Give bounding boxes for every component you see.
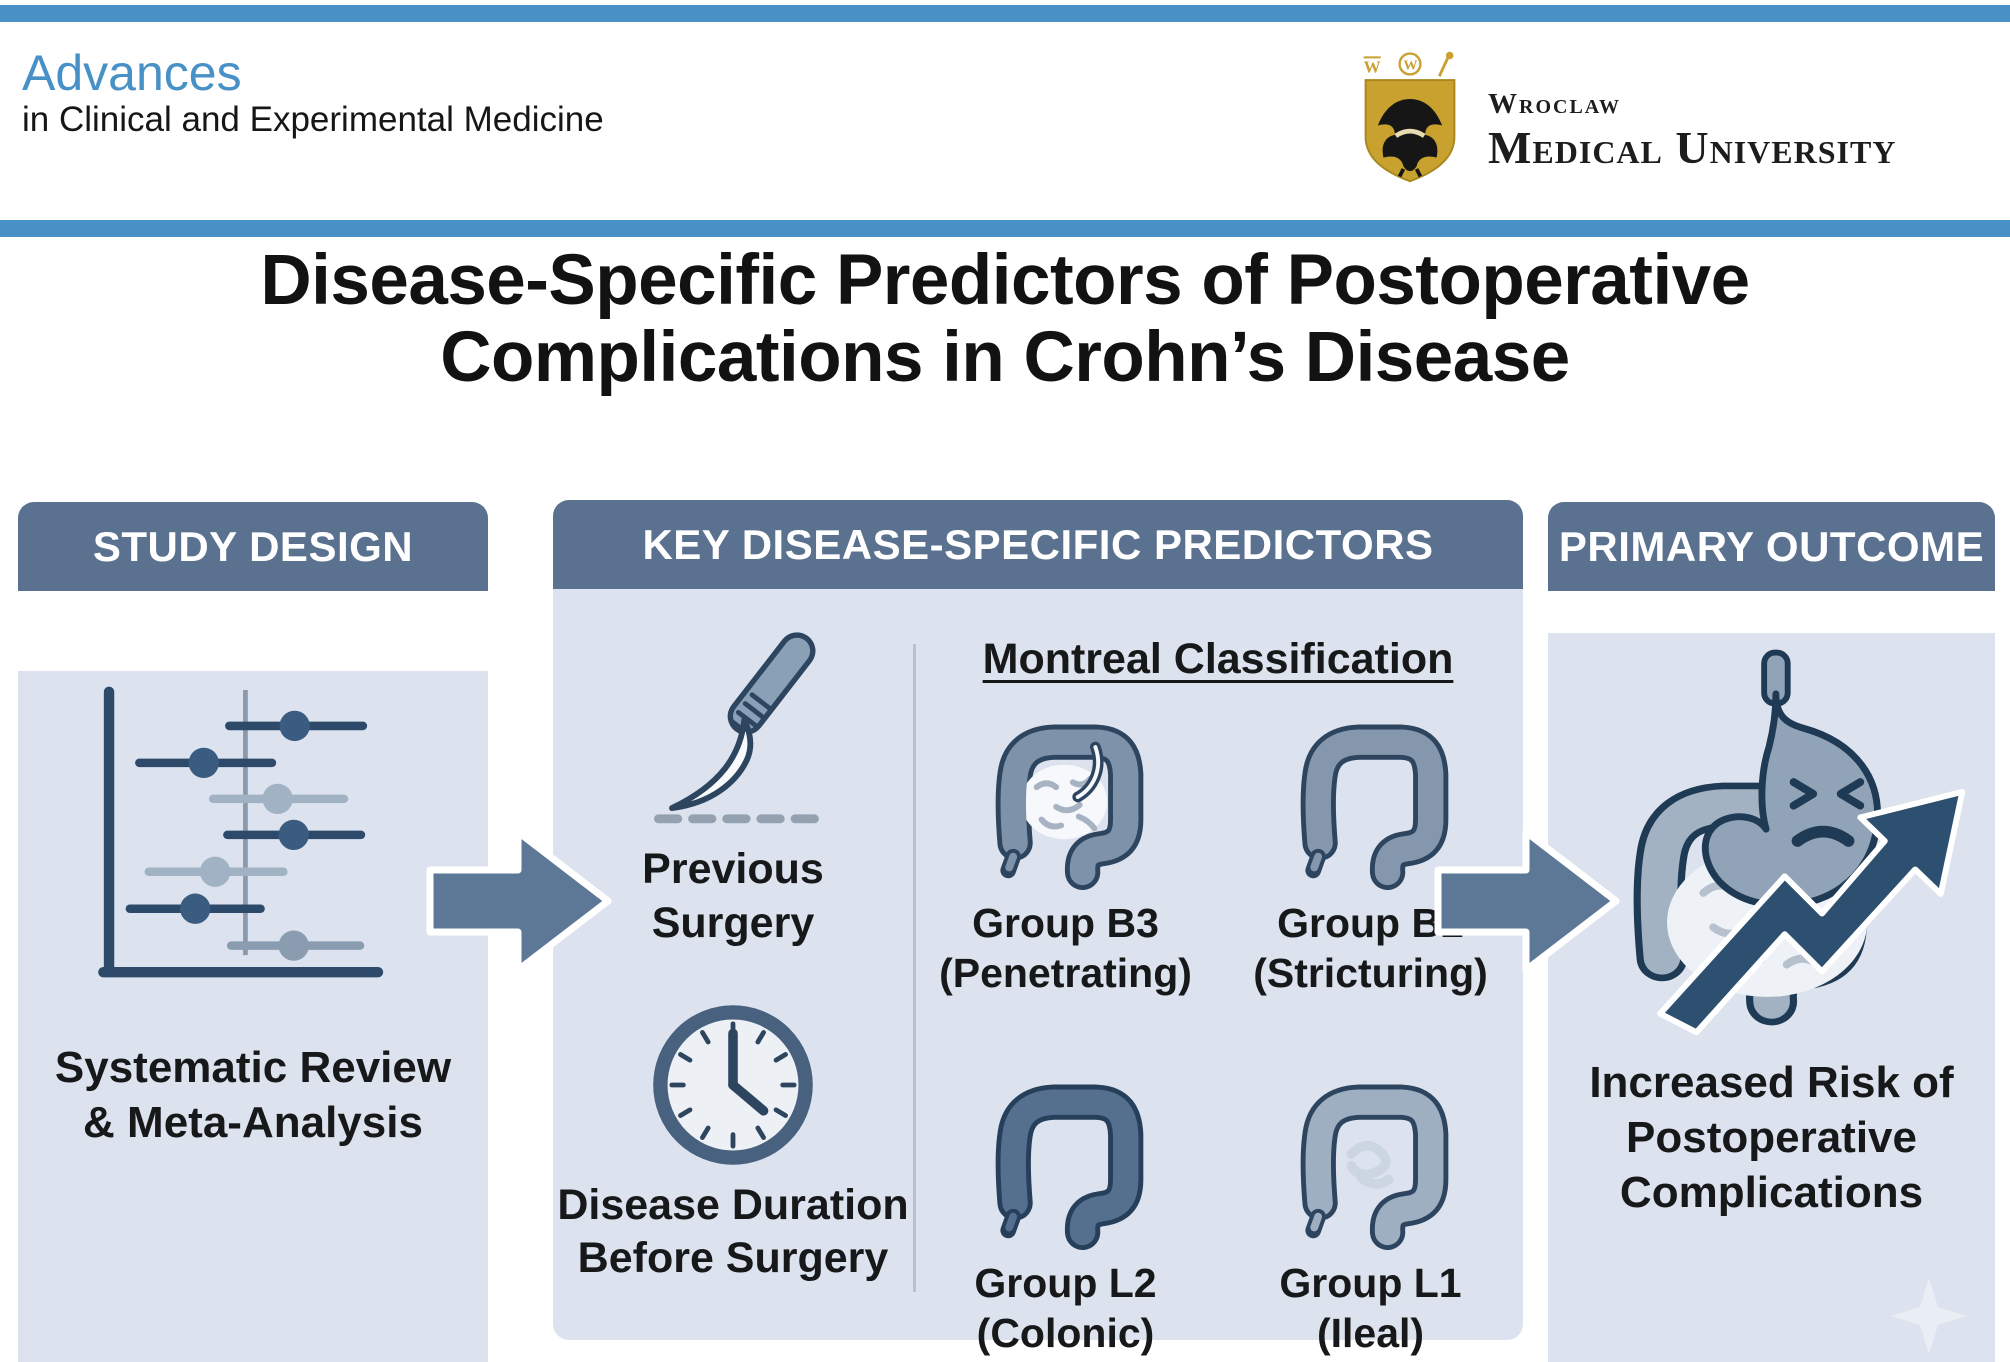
colon-b2-stricturing-icon xyxy=(1300,724,1448,890)
forest-plot-icon xyxy=(98,686,384,978)
group-l1-label: Group L1 (Ileal) xyxy=(1279,1258,1461,1358)
primary-outcome-header: PRIMARY OUTCOME xyxy=(1548,502,1995,591)
disease-duration-label: Disease Duration Before Surgery xyxy=(553,1179,913,1287)
group-b3-name: Group B3 xyxy=(972,900,1159,946)
previous-surgery-line-1: Previous xyxy=(642,845,824,893)
colon-b3-penetrating-icon xyxy=(995,724,1143,890)
group-b2-label: Group B2 (Stricturing) xyxy=(1253,898,1488,998)
study-design-panel: STUDY DESIGN xyxy=(18,502,488,1362)
colon-l2-colonic-icon xyxy=(995,1084,1143,1251)
group-b3-label: Group B3 (Penetrating) xyxy=(939,898,1192,998)
column-divider xyxy=(913,644,916,1292)
divider-accent-bar xyxy=(0,220,2010,237)
study-design-caption: Systematic Review & Meta-Analysis xyxy=(18,1041,488,1150)
predictors-body: Previous Surgery xyxy=(553,589,1523,1356)
gi-tract-risk-icon xyxy=(1633,649,1965,1036)
primary-outcome-panel: PRIMARY OUTCOME xyxy=(1548,502,1995,1362)
svg-text:W: W xyxy=(1364,58,1381,77)
group-l1-cell: Group L1 (Ileal) xyxy=(1218,1044,1523,1358)
group-l1-name: Group L1 xyxy=(1279,1260,1462,1307)
page-title-line-2: Complications in Crohn’s Disease xyxy=(440,317,1570,397)
group-l2-name: Group L2 xyxy=(974,1260,1157,1307)
previous-surgery-line-2: Surgery xyxy=(651,898,815,947)
colon-l1-ileal-icon xyxy=(1300,1084,1448,1251)
top-accent-bar xyxy=(0,5,2010,22)
page-title-line-1: Disease-Specific Predictors of Postopera… xyxy=(260,241,1750,320)
outcome-caption-line-1: Increased Risk of xyxy=(1589,1058,1954,1107)
disease-duration-line-1: Disease Duration xyxy=(557,1180,909,1229)
journal-name: Advances xyxy=(22,45,242,101)
university-crest-icon: W W xyxy=(1363,51,1456,183)
page-title: Disease-Specific Predictors of Postopera… xyxy=(0,241,2010,397)
group-l1-subtype: (Ileal) xyxy=(1316,1310,1425,1357)
predictors-header: KEY DISEASE-SPECIFIC PREDICTORS xyxy=(553,500,1523,589)
university-logo: W W Wroclaw Medical University xyxy=(1358,48,1896,184)
outcome-caption-line-2: Postoperative xyxy=(1626,1113,1917,1162)
university-name: Medical University xyxy=(1488,122,1897,173)
group-l2-subtype: (Colonic) xyxy=(976,1310,1155,1357)
flow-arrow-icon xyxy=(426,828,612,974)
flow-arrow-icon xyxy=(1434,828,1620,974)
outcome-caption-line-3: Complications xyxy=(1619,1168,1924,1217)
group-l2-label: Group L2 (Colonic) xyxy=(974,1258,1156,1358)
group-b2-subtype: (Stricturing) xyxy=(1253,950,1488,997)
svg-text:W: W xyxy=(1403,58,1417,74)
study-caption-line-1: Systematic Review xyxy=(54,1043,452,1092)
predictors-panel: KEY DISEASE-SPECIFIC PREDICTORS P xyxy=(553,500,1523,1356)
group-b2-cell: Group B2 (Stricturing) xyxy=(1218,684,1523,998)
primary-outcome-caption: Increased Risk of Postoperative Complica… xyxy=(1548,1055,1995,1220)
journal-subtitle: in Clinical and Experimental Medicine xyxy=(22,100,604,139)
montreal-groups-grid: Group B3 (Penetrating) xyxy=(913,684,1523,1358)
montreal-heading: Montreal Classification xyxy=(982,635,1454,683)
disease-duration-line-2: Before Surgery xyxy=(577,1234,889,1283)
university-logo-text: Wroclaw Medical University xyxy=(1488,48,1896,184)
group-b3-subtype: (Penetrating) xyxy=(939,950,1192,997)
group-b3-cell: Group B3 (Penetrating) xyxy=(913,684,1218,998)
university-city: Wroclaw xyxy=(1488,88,1622,120)
predictors-left-column: Previous Surgery xyxy=(553,589,913,1340)
study-design-body: Systematic Review & Meta-Analysis xyxy=(18,671,488,1362)
study-caption-line-2: & Meta-Analysis xyxy=(83,1097,423,1147)
primary-outcome-body: Increased Risk of Postoperative Complica… xyxy=(1548,633,1995,1362)
previous-surgery-label: Previous Surgery xyxy=(553,843,913,951)
montreal-classification-section: Montreal Classification xyxy=(913,589,1523,1356)
study-design-header: STUDY DESIGN xyxy=(18,502,488,591)
group-l2-cell: Group L2 (Colonic) xyxy=(913,1044,1218,1358)
clock-icon xyxy=(653,1004,813,1165)
sparkle-watermark-icon xyxy=(1891,1278,1967,1354)
group-b2-name: Group B2 xyxy=(1277,900,1464,946)
scalpel-icon xyxy=(653,632,833,824)
